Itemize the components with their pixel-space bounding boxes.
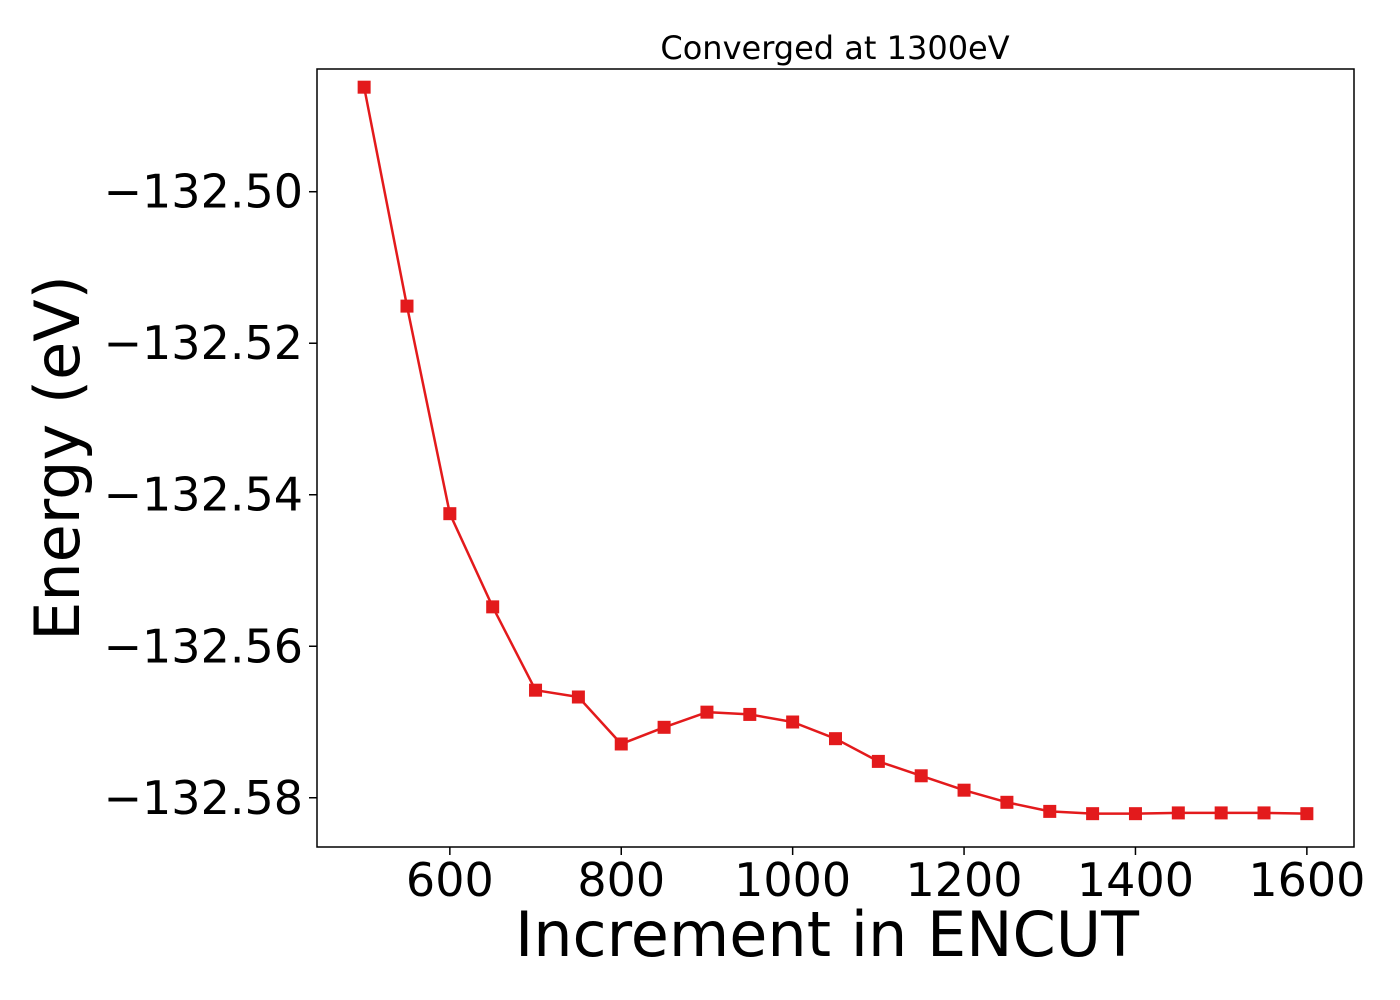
y-tick-label: −132.54 — [104, 468, 304, 522]
x-axis-label: Increment in ENCUT — [515, 898, 1140, 971]
data-point — [1257, 806, 1271, 820]
data-point — [486, 600, 500, 614]
data-point — [400, 299, 414, 313]
plot-area — [316, 68, 1355, 848]
data-point — [1000, 795, 1014, 809]
chart-title: Converged at 1300eV — [660, 29, 1009, 67]
data-point — [1128, 807, 1142, 821]
data-point — [829, 732, 842, 746]
y-tick-label: −132.52 — [104, 316, 304, 370]
data-point — [957, 783, 971, 797]
y-tick-label: −132.50 — [104, 165, 304, 219]
data-point — [614, 737, 628, 751]
series-line — [362, 86, 1307, 815]
data-point — [357, 80, 371, 94]
y-axis-label: Energy (eV) — [21, 275, 94, 641]
data-point — [1086, 807, 1100, 821]
data-point — [1214, 806, 1228, 820]
x-tick-label: 1600 — [1248, 853, 1365, 907]
data-point — [786, 715, 800, 729]
x-tick-label: 1200 — [906, 853, 1023, 907]
data-point — [657, 720, 671, 734]
x-tick-label: 600 — [406, 853, 494, 907]
y-axis: −132.50 −132.52 −132.54 −132.56 −132.58 — [104, 165, 317, 825]
data-point — [743, 707, 757, 721]
data-point — [871, 754, 885, 768]
data-point — [571, 690, 585, 704]
y-tick-label: −132.58 — [104, 771, 304, 825]
x-tick-label: 1000 — [734, 853, 851, 907]
data-point — [1171, 806, 1185, 820]
y-tick-label: −132.56 — [104, 619, 304, 673]
series-layer — [357, 80, 1314, 821]
data-point — [1043, 804, 1057, 818]
data-point — [914, 769, 928, 783]
x-tick-label: 800 — [577, 853, 665, 907]
data-point — [1300, 807, 1314, 821]
data-point — [700, 705, 714, 719]
x-axis: 600 800 1000 1200 1400 1600 — [406, 847, 1365, 907]
x-tick-label: 1400 — [1077, 853, 1194, 907]
data-point — [443, 507, 457, 521]
data-point — [529, 683, 543, 697]
